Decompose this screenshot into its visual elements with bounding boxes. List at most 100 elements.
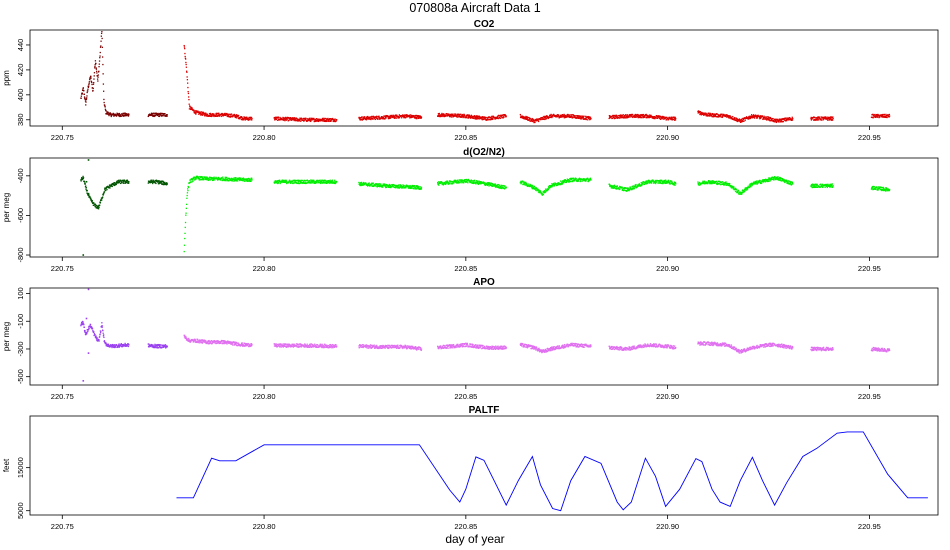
- data-point: [491, 117, 493, 119]
- data-point: [288, 117, 291, 119]
- data-point: [745, 187, 748, 190]
- data-point: [521, 182, 523, 184]
- data-point: [556, 115, 559, 118]
- data-point: [222, 176, 224, 178]
- data-point: [547, 116, 549, 118]
- data-point: [749, 116, 751, 119]
- data-point: [188, 186, 190, 188]
- data-point: [364, 117, 366, 119]
- data-point: [288, 181, 290, 184]
- data-point: [413, 188, 415, 190]
- data-point: [384, 185, 387, 188]
- data-point: [360, 119, 362, 121]
- data-point: [664, 179, 666, 182]
- data-point: [186, 79, 189, 81]
- data-point: [577, 179, 579, 181]
- data-point: [206, 176, 208, 178]
- data-point: [106, 188, 108, 191]
- data-point: [537, 191, 540, 193]
- data-point: [366, 116, 368, 118]
- data-point: [150, 114, 152, 117]
- data-point: [150, 113, 152, 116]
- data-point: [702, 181, 704, 183]
- data-point: [872, 186, 874, 189]
- data-point: [321, 119, 323, 122]
- data-point: [450, 181, 452, 183]
- data-point: [741, 121, 743, 123]
- data-point: [192, 178, 195, 180]
- data-point: [579, 118, 582, 120]
- data-point: [829, 183, 832, 185]
- data-point: [417, 117, 420, 120]
- data-point: [487, 183, 489, 185]
- data-point: [791, 181, 794, 184]
- data-point: [163, 181, 165, 184]
- data-point: [150, 179, 152, 181]
- data-point: [494, 183, 496, 185]
- data-point: [496, 117, 498, 119]
- data-point: [107, 185, 109, 187]
- data-point: [656, 115, 658, 117]
- data-point: [663, 180, 666, 183]
- data-point: [190, 181, 192, 183]
- y-tick-label: -300: [16, 341, 25, 356]
- data-point: [241, 116, 243, 118]
- data-point: [638, 114, 640, 116]
- data-point: [118, 114, 120, 116]
- data-point: [772, 117, 774, 120]
- data-point: [122, 179, 124, 182]
- data-point: [699, 112, 701, 114]
- data-point: [668, 180, 670, 182]
- data-point: [468, 116, 470, 118]
- data-point: [445, 182, 447, 184]
- data-point: [416, 188, 418, 190]
- data-point: [477, 180, 479, 183]
- data-point: [623, 188, 625, 190]
- data-point: [289, 181, 292, 183]
- data-point: [99, 46, 102, 48]
- data-point: [208, 177, 210, 179]
- data-point: [224, 179, 227, 182]
- data-point: [785, 181, 787, 183]
- data-point: [649, 114, 651, 116]
- data-point: [158, 181, 160, 183]
- data-point: [122, 182, 125, 184]
- data-point: [91, 81, 93, 84]
- data-point: [486, 116, 488, 119]
- data-point: [874, 114, 876, 117]
- data-point: [551, 115, 554, 117]
- data-point: [329, 118, 331, 120]
- data-point: [629, 189, 631, 191]
- data-point: [389, 116, 391, 118]
- data-point: [526, 117, 528, 119]
- data-point: [276, 180, 279, 183]
- data-point: [280, 118, 282, 121]
- data-point: [157, 180, 159, 182]
- data-point: [188, 108, 191, 110]
- data-point: [90, 197, 92, 199]
- data-point: [452, 115, 455, 117]
- data-point: [549, 186, 551, 188]
- data-point: [829, 184, 831, 186]
- data-point: [118, 112, 120, 115]
- data-point: [759, 179, 761, 182]
- data-point: [664, 181, 666, 183]
- data-point: [528, 116, 530, 119]
- data-point: [491, 115, 493, 118]
- data-point: [188, 103, 190, 105]
- data-point: [235, 117, 238, 119]
- data-point: [712, 180, 714, 183]
- data-point: [494, 117, 496, 120]
- data-point: [295, 179, 297, 181]
- data-point: [125, 180, 127, 183]
- data-point: [293, 182, 295, 184]
- data-point: [380, 183, 382, 185]
- data-point: [743, 190, 745, 192]
- data-point: [149, 180, 151, 182]
- data-point: [309, 120, 311, 122]
- data-point: [657, 182, 660, 184]
- data-point: [646, 183, 648, 185]
- data-point: [882, 189, 884, 192]
- data-point: [248, 179, 250, 181]
- data-point: [701, 113, 704, 116]
